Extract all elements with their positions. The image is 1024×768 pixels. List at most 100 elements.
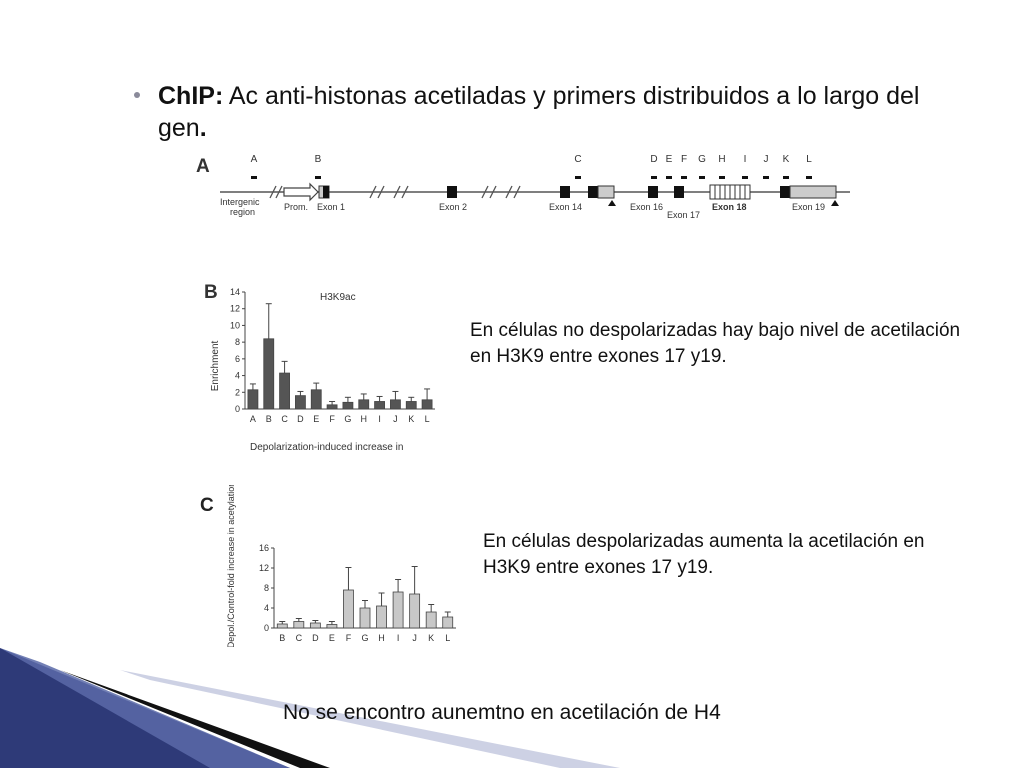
polya-marker-2 [831,200,839,206]
chart-c-ytick-label-4: 4 [264,603,269,613]
chart-b-xtick-label-G: G [344,414,351,424]
primer-mark-A [251,176,257,179]
region-label-exon19: Exon 19 [792,202,825,212]
gap-slashes [269,185,521,199]
chart-b-title: H3K9ac [320,292,356,303]
exon15-box [588,186,598,198]
primer-label-C: C [574,154,581,165]
chart-c-xtick-label-D: D [312,633,319,643]
chart-c-xtick-label-J: J [412,633,417,643]
primer-label-L: L [806,154,812,165]
chart-b-xtick-label-K: K [408,414,414,424]
region-label-exon14: Exon 14 [549,202,582,212]
title-end: . [199,114,207,142]
chart-b-panel-label: B [204,282,218,303]
chart-b-bar-F [326,404,338,410]
chart-c-bar-C [293,621,305,629]
chart-b-xtick-label-L: L [425,414,430,424]
chart-b-xtick-label-H: H [361,414,368,424]
chart-b-ytick-label-4: 4 [235,371,240,381]
exon19-utr [789,185,837,199]
chart-b-xtick-label-C: C [281,414,288,424]
region-label-exon18: Exon 18 [712,202,747,212]
chart-c-ytick-label-12: 12 [259,563,269,573]
chart-c-xtick-label-G: G [361,633,368,643]
region-label-exon17: Exon 17 [667,210,700,220]
primer-label-K: K [783,154,790,165]
chart-b-xtick-label-F: F [329,414,335,424]
exon17-box [674,186,684,198]
polya-marker-1 [608,200,616,206]
region-label-prom: Prom. [284,202,308,212]
chart-c-xtick-label-H: H [378,633,385,643]
chart-b-ytick-label-2: 2 [235,387,240,397]
chart-b-xtick-label-D: D [297,414,304,424]
title-text: Ac anti-histonas acetiladas y primers di… [158,82,920,142]
chart-b-bar-G [342,401,354,410]
region-label-region: region [230,207,255,217]
stripe-black [60,670,330,768]
footer-text: No se encontro aunemtno en acetilación d… [283,701,721,724]
chart-b-bar-E [310,389,322,410]
primer-label-A: A [251,154,258,165]
primer-label-J: J [764,154,769,165]
exon18-stripes [714,185,746,199]
primer-label-F: F [681,154,687,165]
slide-title: ChIP: Ac anti-histonas acetiladas y prim… [158,80,958,144]
chart-b-ytick-label-8: 8 [235,337,240,347]
chart-c-bar-K [425,611,437,629]
primer-mark-F [681,176,687,179]
primer-label-B: B [315,154,322,165]
primer-label-E: E [666,154,673,165]
stripe-blue [0,648,290,768]
chart-c-bar-L [442,616,454,629]
chart-b: B H3K9ac Enrichment Depolarization-induc… [204,282,435,453]
chart-c-bar-E [326,624,338,629]
chart-c-xtick-label-F: F [346,633,352,643]
chart-c-ytick-label-8: 8 [264,583,269,593]
chart-c-ytick-label-16: 16 [259,543,269,553]
chart-c-ytick-label-0: 0 [264,623,269,633]
chart-c-xtick-label-L: L [445,633,450,643]
chart-b-bar-H [358,399,370,410]
chart-c-bar-H [376,605,387,629]
primer-mark-L [806,176,812,179]
chart-b-ytick-label-14: 14 [230,287,240,297]
chart-b-xtick-label-I: I [378,414,381,424]
chart-c: C Depol./Control-fold increase in acetyl… [200,485,456,647]
region-label-exon2: Exon 2 [439,202,467,212]
chart-b-ylabel: Enrichment [210,340,221,391]
exon14-box [560,186,570,198]
chart-b-ytick-label-0: 0 [235,404,240,414]
region-label-intergenic: Intergenic [220,197,260,207]
note-panel-c: En células despolarizadas aumenta la ace… [483,531,925,578]
chart-b-bar-C [279,372,290,410]
primer-mark-G [699,176,705,179]
chart-b-bar-L [421,399,433,410]
title-bold: ChIP: [158,82,224,110]
primer-mark-B [315,176,321,179]
exon16-box [648,186,658,198]
promoter-arrow [283,182,319,202]
primer-label-I: I [744,154,747,165]
chart-b-bar-D [295,395,306,410]
exon2-box [447,186,457,198]
chart-c-bar-I [392,591,404,629]
primer-mark-C [575,176,581,179]
chart-c-bar-G [359,607,371,629]
primer-mark-J [763,176,769,179]
primer-mark-H [719,176,725,179]
exon15-utr [597,185,615,199]
note-panel-b: En células no despolarizadas hay bajo ni… [470,320,961,367]
primer-mark-D [651,176,657,179]
chart-b-xtick-label-J: J [393,414,398,424]
exon19-box [780,186,790,198]
chart-c-bar-B [276,623,288,629]
exon1-box [323,186,329,198]
primer-mark-E [666,176,672,179]
chart-b-bar-I [374,401,385,410]
region-label-exon16: Exon 16 [630,202,663,212]
chart-b-ytick-label-6: 6 [235,354,240,364]
primer-label-H: H [718,154,725,165]
